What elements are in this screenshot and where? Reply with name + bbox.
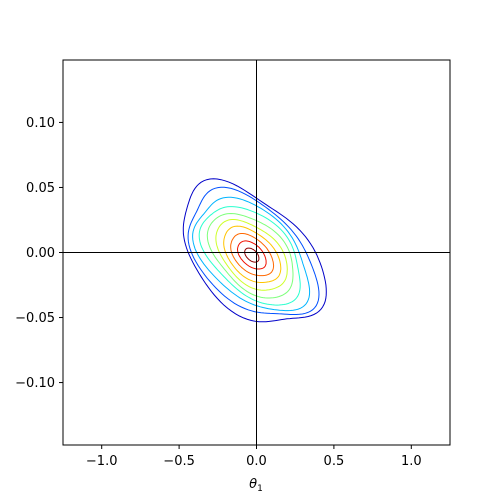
x-tick-label: 1.0 [401,454,422,469]
contour-lines [182,178,327,323]
y-tick-label: −0.10 [15,376,55,391]
x-axis-label-group: θ1 [249,477,263,494]
y-axis-ticks: −0.10 −0.05 0.00 0.05 0.10 [15,116,63,391]
contour-level-10 [244,247,260,263]
x-tick-label: 0.5 [324,454,345,469]
contour-level-3 [192,196,311,312]
contour-level-8 [230,233,275,277]
contour-level-2 [187,186,320,315]
x-axis-ticks: −1.0 −0.5 0.0 0.5 1.0 [86,445,422,469]
x-axis-label: θ1 [249,477,263,494]
contour-level-7 [223,225,282,283]
x-tick-label: −0.5 [163,454,195,469]
contour-level-1 [182,178,327,323]
contour-level-6 [215,219,288,291]
contour-level-9 [236,240,267,270]
x-tick-label: −1.0 [86,454,118,469]
y-tick-label: 0.10 [26,116,55,131]
x-tick-label: 0.0 [246,454,267,469]
y-tick-label: 0.05 [26,181,55,196]
reference-lines [63,60,450,445]
y-tick-label: 0.00 [26,246,55,261]
y-tick-label: −0.05 [15,311,55,326]
